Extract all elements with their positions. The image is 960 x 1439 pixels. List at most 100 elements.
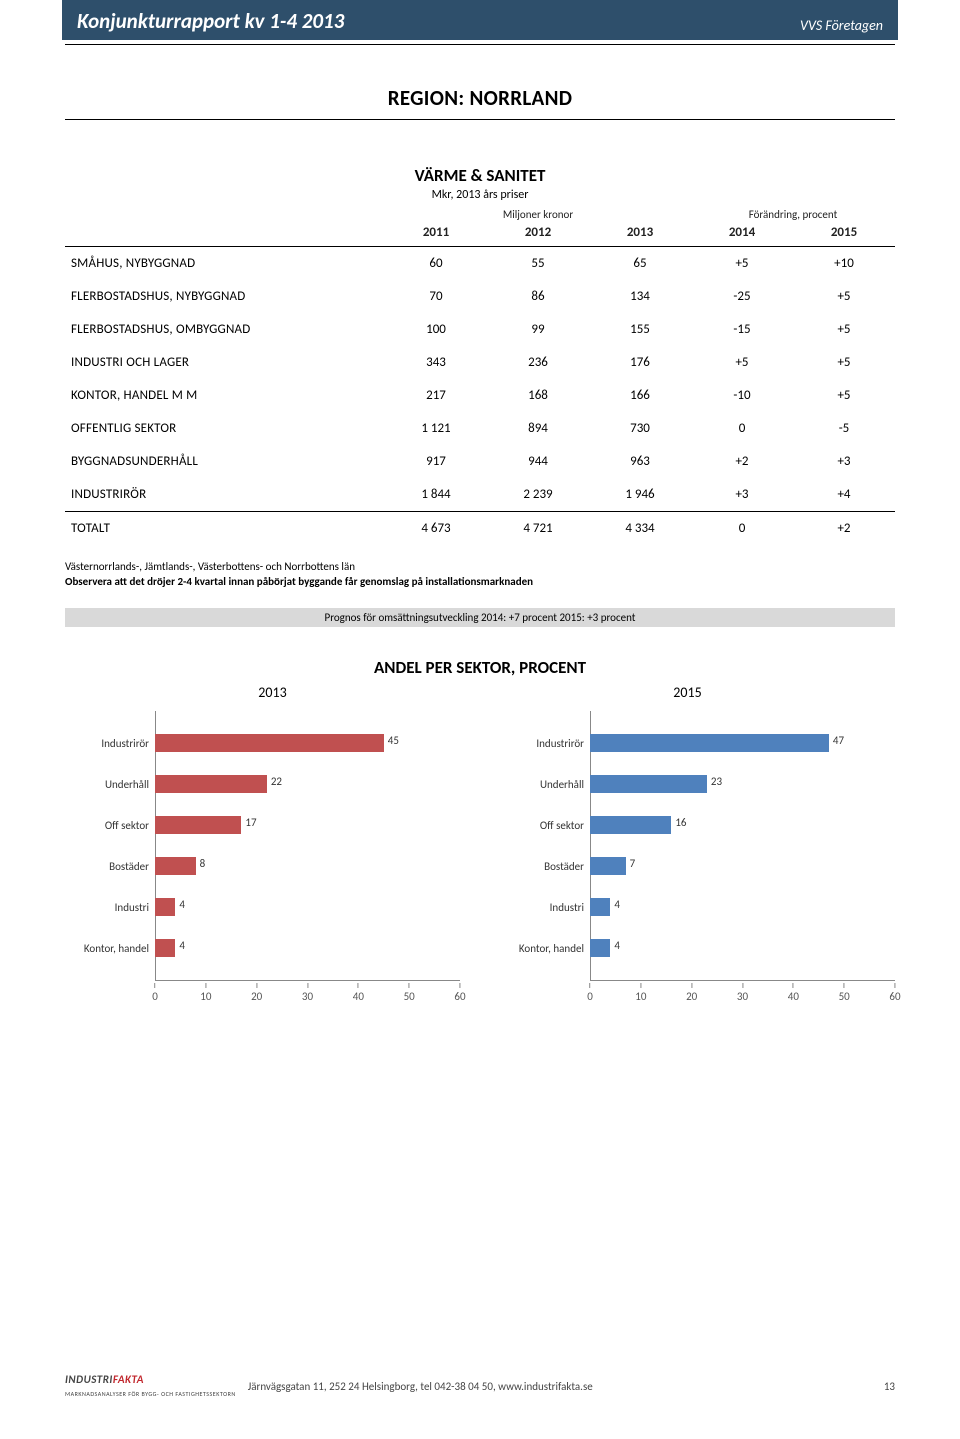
- row-value: +10: [793, 247, 895, 281]
- row-value: +5: [793, 379, 895, 412]
- bar-value-label: 4: [610, 939, 620, 952]
- bar-category-label: Industri: [500, 901, 584, 914]
- group-header-forandring: Förändring, procent: [691, 204, 895, 221]
- row-value: 168: [487, 379, 589, 412]
- footer-address: Järnvägsgatan 11, 252 24 Helsingborg, te…: [248, 1380, 593, 1393]
- bar: 4: [155, 939, 175, 957]
- bar-row: Kontor, handel4: [155, 939, 460, 957]
- row-value: -25: [691, 280, 793, 313]
- row-value: 1 946: [589, 478, 691, 512]
- chart-years: 2013 2015: [65, 684, 895, 701]
- x-tick: 20: [251, 983, 262, 1003]
- row-value: +3: [691, 478, 793, 512]
- year-header: 2014: [691, 221, 793, 247]
- note-observera: Observera att det dröjer 2-4 kvartal inn…: [65, 574, 895, 589]
- total-value: 0: [691, 512, 793, 546]
- charts-row: Industrirör45Underhåll22Off sektor17Bost…: [65, 711, 895, 1011]
- row-value: 176: [589, 346, 691, 379]
- table-row: FLERBOSTADSHUS, NYBYGGNAD7086134-25+5: [65, 280, 895, 313]
- bar-value-label: 4: [175, 898, 185, 911]
- bar: 17: [155, 816, 241, 834]
- bar-category-label: Bostäder: [500, 860, 584, 873]
- bar: 47: [590, 734, 829, 752]
- chart-2015: Industrirör47Underhåll23Off sektor16Bost…: [500, 711, 895, 1011]
- row-value: 134: [589, 280, 691, 313]
- bar-value-label: 7: [626, 857, 636, 870]
- bar: 4: [155, 898, 175, 916]
- row-value: 60: [385, 247, 487, 281]
- row-value: 155: [589, 313, 691, 346]
- row-value: +4: [793, 478, 895, 512]
- row-value: 55: [487, 247, 589, 281]
- row-value: 894: [487, 412, 589, 445]
- row-value: 963: [589, 445, 691, 478]
- table-row: INDUSTRI OCH LAGER343236176+5+5: [65, 346, 895, 379]
- year-header: 2013: [589, 221, 691, 247]
- row-value: +5: [793, 280, 895, 313]
- total-value: +2: [793, 512, 895, 546]
- bar-row: Bostäder8: [155, 857, 460, 875]
- logo-main: INDUSTRI: [65, 1373, 113, 1386]
- table-notes: Västernorrlands-, Jämtlands-, Västerbott…: [65, 559, 895, 590]
- x-tick: 40: [788, 983, 799, 1003]
- x-tick: 50: [839, 983, 850, 1003]
- row-label: SMÅHUS, NYBYGGNAD: [65, 247, 385, 281]
- bar-category-label: Kontor, handel: [65, 942, 149, 955]
- bar: 4: [590, 898, 610, 916]
- data-table: Miljoner kronor Förändring, procent 2011…: [65, 204, 895, 545]
- x-tick: 30: [737, 983, 748, 1003]
- bar: 4: [590, 939, 610, 957]
- bar-value-label: 4: [610, 898, 620, 911]
- row-value: 2 239: [487, 478, 589, 512]
- row-value: -15: [691, 313, 793, 346]
- bar-value-label: 17: [241, 816, 256, 829]
- x-tick: 50: [404, 983, 415, 1003]
- region-title: REGION: NORRLAND: [65, 85, 895, 111]
- table-row: OFFENTLIG SEKTOR1 1218947300-5: [65, 412, 895, 445]
- bar-value-label: 16: [671, 816, 686, 829]
- bar: 16: [590, 816, 671, 834]
- table-row: KONTOR, HANDEL M M217168166-10+5: [65, 379, 895, 412]
- row-value: 100: [385, 313, 487, 346]
- row-value: 65: [589, 247, 691, 281]
- row-value: -10: [691, 379, 793, 412]
- row-value: 343: [385, 346, 487, 379]
- row-value: 99: [487, 313, 589, 346]
- total-value: 4 721: [487, 512, 589, 546]
- region-title-wrap: REGION: NORRLAND: [65, 85, 895, 120]
- bar-category-label: Underhåll: [500, 778, 584, 791]
- row-value: 730: [589, 412, 691, 445]
- bar: 7: [590, 857, 626, 875]
- bar-value-label: 45: [384, 734, 399, 747]
- chart-year-left: 2013: [65, 684, 480, 701]
- page-number: 13: [884, 1380, 895, 1393]
- x-tick: 10: [635, 983, 646, 1003]
- table-row: SMÅHUS, NYBYGGNAD605565+5+10: [65, 247, 895, 281]
- x-tick: 10: [200, 983, 211, 1003]
- row-label: FLERBOSTADSHUS, NYBYGGNAD: [65, 280, 385, 313]
- bar-category-label: Off sektor: [500, 819, 584, 832]
- bar-category-label: Industrirör: [500, 737, 584, 750]
- row-value: +5: [691, 247, 793, 281]
- row-value: 1 121: [385, 412, 487, 445]
- x-tick: 30: [302, 983, 313, 1003]
- table-subtitle: Mkr, 2013 års priser: [65, 188, 895, 202]
- year-header: 2015: [793, 221, 895, 247]
- total-value: 4 334: [589, 512, 691, 546]
- table-row: BYGGNADSUNDERHÅLL917944963+2+3: [65, 445, 895, 478]
- org-name: VVS Företagen: [800, 17, 883, 34]
- x-tick: 60: [454, 983, 465, 1003]
- table-title: VÄRME & SANITET: [65, 165, 895, 186]
- bar-value-label: 23: [707, 775, 722, 788]
- table-row: INDUSTRIRÖR1 8442 2391 946+3+4: [65, 478, 895, 512]
- bar-value-label: 4: [175, 939, 185, 952]
- row-value: 70: [385, 280, 487, 313]
- row-value: 166: [589, 379, 691, 412]
- row-value: 86: [487, 280, 589, 313]
- bar-category-label: Off sektor: [65, 819, 149, 832]
- x-tick: 20: [686, 983, 697, 1003]
- row-label: INDUSTRIRÖR: [65, 478, 385, 512]
- bar-category-label: Industrirör: [65, 737, 149, 750]
- bar-row: Industrirör47: [590, 734, 895, 752]
- row-value: 236: [487, 346, 589, 379]
